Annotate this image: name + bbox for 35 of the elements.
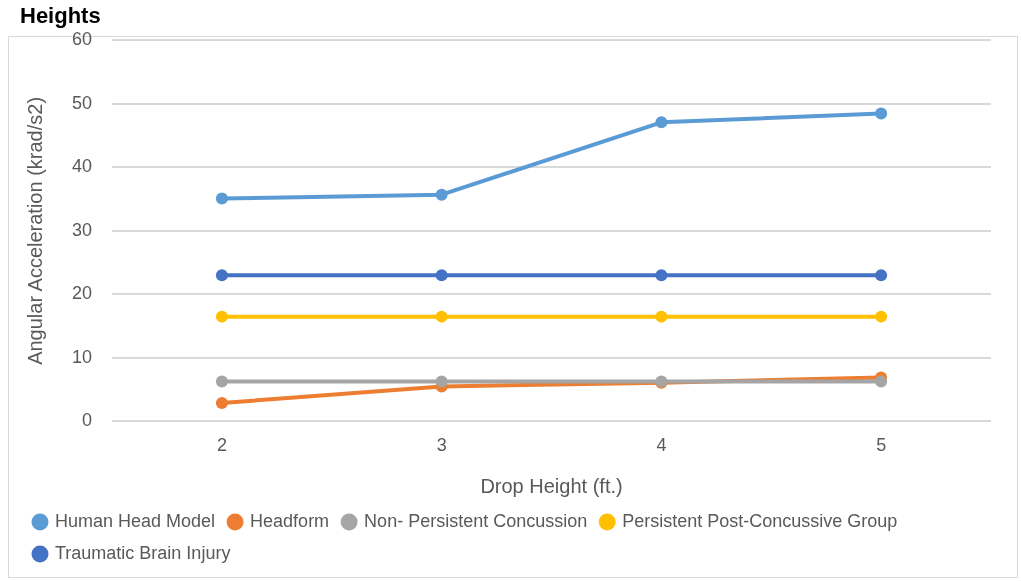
point bbox=[435, 310, 448, 323]
point bbox=[215, 192, 228, 205]
chart-title: Heights bbox=[20, 3, 101, 29]
point bbox=[655, 310, 668, 323]
y-tick-label: 30 bbox=[71, 219, 93, 240]
point bbox=[875, 107, 888, 120]
point bbox=[435, 269, 448, 282]
x-axis-title: Drop Height (ft.) bbox=[480, 474, 623, 497]
y-tick-label: 20 bbox=[71, 283, 93, 304]
legend-label: Traumatic Brain Injury bbox=[55, 542, 231, 563]
y-tick-label: 60 bbox=[71, 29, 93, 50]
point bbox=[875, 310, 888, 323]
point bbox=[655, 269, 668, 282]
y-tick-label: 10 bbox=[71, 346, 93, 367]
legend-label: Human Head Model bbox=[55, 510, 216, 531]
point bbox=[875, 269, 888, 282]
x-tick-label: 5 bbox=[876, 435, 887, 456]
y-tick-label: 0 bbox=[82, 410, 93, 431]
legend-label: Non- Persistent Concussion bbox=[364, 510, 588, 531]
point bbox=[215, 310, 228, 323]
point bbox=[435, 188, 448, 201]
x-tick-label: 2 bbox=[216, 435, 227, 456]
legend-label: Persistent Post-Concussive Group bbox=[622, 510, 898, 531]
x-tick-label: 3 bbox=[436, 435, 447, 456]
y-axis-title: Angular Acceleration (krad/s2) bbox=[23, 96, 46, 365]
y-tick-label: 40 bbox=[71, 156, 93, 177]
y-tick-label: 50 bbox=[71, 92, 93, 113]
point bbox=[215, 396, 228, 409]
point bbox=[435, 375, 448, 388]
legend-label: Headform bbox=[250, 510, 330, 531]
point bbox=[875, 375, 888, 388]
point bbox=[215, 269, 228, 282]
point bbox=[215, 375, 228, 388]
point bbox=[655, 116, 668, 129]
x-tick-label: 4 bbox=[656, 435, 667, 456]
